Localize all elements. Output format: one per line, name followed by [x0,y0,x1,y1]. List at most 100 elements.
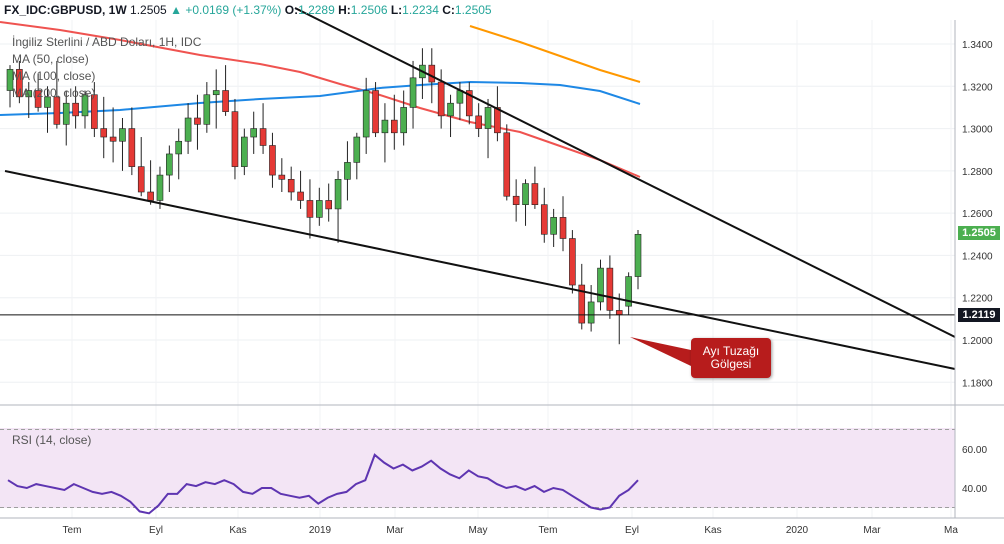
candle [615,293,623,345]
candle [278,158,286,192]
price-change: +0.0169 (+1.37%) [185,3,282,17]
close-value: 1.2505 [454,3,492,17]
candle [203,82,211,133]
candle [494,86,501,142]
y-tick-label: 1.2000 [962,336,993,347]
x-tick-label: May [469,525,488,536]
candle [119,118,126,171]
y-tick-label: 1.1800 [962,378,993,389]
candle [212,69,220,129]
y-tick-label: 1.2200 [962,294,993,305]
upper-trendline[interactable] [294,7,956,338]
candle [522,179,529,226]
legend-ma50[interactable]: MA (50, close) [12,52,89,66]
candle [137,137,145,197]
candle [437,69,445,129]
rsi-plot [0,429,955,515]
y-tick-label: 1.2600 [962,209,993,220]
candle [100,96,108,159]
x-tick-label: Mar [863,525,881,536]
candle [540,187,548,243]
open-value: 1.2289 [298,3,335,17]
up-arrow-icon: ▲ [170,3,182,17]
trendlines [0,7,956,370]
candle [109,107,117,163]
current-price-tag: 1.2505 [958,226,1000,240]
candle [6,65,14,108]
candle [606,255,614,319]
callout-pointer [630,337,691,366]
candle [25,82,33,118]
y-tick-label: 1.3000 [962,125,993,136]
y-tick-label: 1.2400 [962,251,993,262]
candle [512,179,520,222]
x-tick-label: Tem [63,525,82,536]
open-label: O: [284,3,299,17]
candle [531,166,539,209]
rsi-line [7,453,639,515]
candle [625,272,632,315]
candle [34,73,42,112]
ma50-line [0,21,641,178]
candle [344,141,351,201]
candle [372,82,379,138]
last-price: 1.2505 [130,3,167,17]
close-label: C: [442,3,455,17]
candle [184,103,192,154]
x-tick-label: Kas [704,525,721,536]
candle [128,107,136,176]
candle [241,128,248,176]
candle [194,94,201,150]
rsi-band [0,428,955,508]
ma200-line [0,80,641,116]
x-tick-label: 2020 [786,525,809,536]
symbol-name[interactable]: FX_IDC:GBPUSD, 1W [4,3,127,17]
candle [147,160,154,205]
candle [597,259,604,311]
candle [16,60,23,104]
candle [381,103,389,163]
candle [400,90,407,146]
low-label: L: [390,3,403,17]
candle [447,94,454,138]
candle [222,65,229,116]
candle [362,77,370,154]
axes: 1.3400 1.3200 1.3000 1.2800 1.2600 1.2400 1.22… [0,20,1004,536]
candle [287,166,295,201]
candle [306,179,314,239]
candle [44,86,51,133]
lower-trendline[interactable] [4,170,956,370]
rsi-tick-label: 40.00 [962,484,987,495]
y-tick-label: 1.3200 [962,82,993,93]
candle [53,60,61,129]
candle [409,60,417,129]
ma-lines [0,21,641,178]
candle [390,94,398,150]
x-tick-label: Ma [944,525,958,536]
x-tick-label: Eyl [149,525,163,536]
legend-ma200[interactable]: MA (200, close) [12,86,96,100]
x-tick-label: Mar [386,525,404,536]
candle [578,263,586,330]
candle [62,90,70,146]
high-label: H: [338,3,351,17]
horizontal-line-tag: 1.2119 [958,308,1000,322]
low-value: 1.2234 [402,3,439,17]
candle [316,187,323,226]
candle [325,183,332,222]
x-tick-label: Tem [539,525,558,536]
candle [231,98,239,180]
candle [91,82,98,138]
x-tick-label: Kas [229,525,246,536]
candle [559,196,567,252]
candle [81,90,89,129]
candle [166,145,173,192]
candle [259,103,267,154]
legend-ma100[interactable]: MA (100, close) [12,69,96,83]
bear-trap-callout: Ayı Tuzağı Gölgesi [691,338,771,378]
rsi-label[interactable]: RSI (14, close) [12,433,92,447]
candle [250,111,258,154]
candle [550,208,557,247]
candle [465,82,473,125]
